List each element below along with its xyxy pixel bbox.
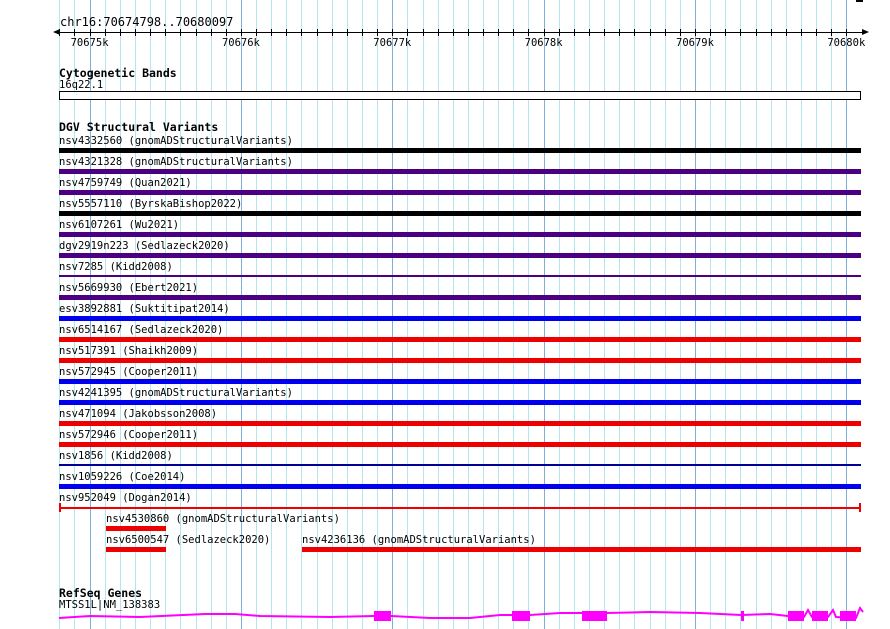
gene-exon[interactable] <box>374 611 391 621</box>
genome-browser-view: chr16:70674798..70680097 70675k70676k706… <box>0 0 890 629</box>
gene-exon[interactable] <box>741 611 744 621</box>
gene-exon[interactable] <box>812 611 828 621</box>
gene-exon[interactable] <box>582 611 607 621</box>
gene-exon[interactable] <box>788 611 804 621</box>
gene-exon[interactable] <box>512 611 530 621</box>
gene-model[interactable] <box>0 0 890 629</box>
gene-exon[interactable] <box>840 611 856 621</box>
